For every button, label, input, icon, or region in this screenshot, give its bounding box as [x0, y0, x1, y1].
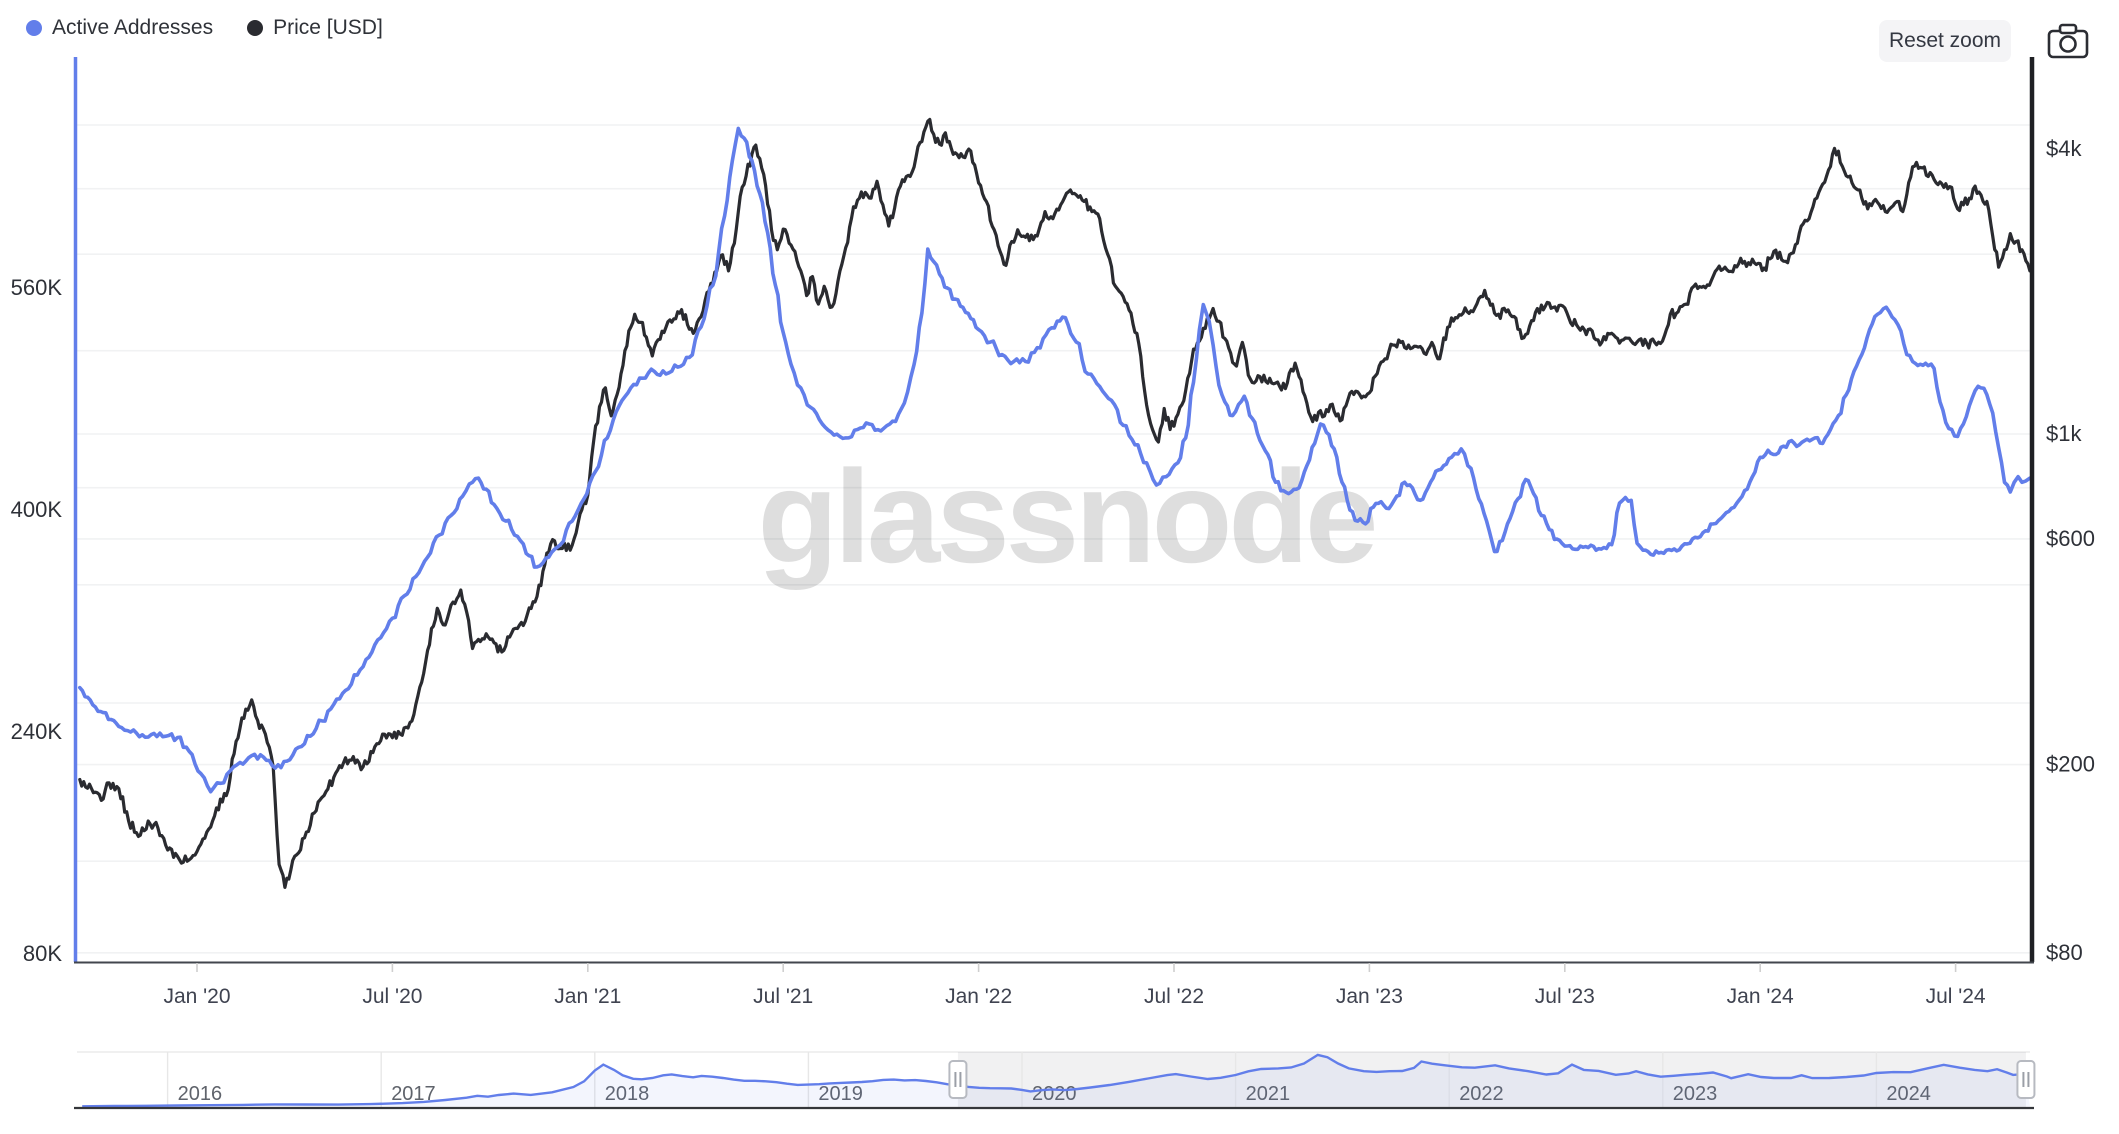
navigator-year-label: 2022: [1459, 1083, 1504, 1105]
x-axis-label: Jan '22: [945, 985, 1012, 1008]
x-axis-label: Jan '23: [1336, 985, 1403, 1008]
left-axis-label: 400K: [11, 497, 63, 522]
navigator-year-label: 2017: [391, 1083, 436, 1105]
navigator-year-label: 2020: [1032, 1083, 1077, 1105]
x-axis-label: Jan '24: [1727, 985, 1794, 1008]
glassnode-watermark: glassnode: [758, 443, 1375, 590]
navigator-line: [82, 1053, 2024, 1108]
x-axis-label: Jan '20: [163, 985, 230, 1008]
navigator-year-label: 2019: [818, 1083, 863, 1105]
x-axis-label: Jul '20: [362, 985, 422, 1008]
price-marker-icon: [247, 20, 264, 36]
right-axis-label: $1k: [2046, 421, 2082, 446]
left-axis-label: 80K: [23, 941, 62, 966]
navigator-right-handle[interactable]: [2016, 1060, 2036, 1099]
legend-label-price: Price [USD]: [273, 16, 383, 39]
navigator-year-label: 2018: [605, 1083, 650, 1105]
left-axis-label: 240K: [11, 719, 63, 744]
legend-item-price[interactable]: Price [USD]: [247, 16, 383, 40]
active-addresses-marker-icon: [26, 20, 42, 36]
navigator-year-label: 2021: [1246, 1083, 1291, 1105]
x-axis-label: Jul '22: [1144, 985, 1204, 1008]
right-axis-label: $4k: [2046, 136, 2082, 161]
plot-area[interactable]: [77, 57, 2030, 962]
left-axis-label: 560K: [11, 275, 63, 300]
x-axis-label: Jul '23: [1535, 985, 1595, 1008]
navigator-area: [82, 1054, 2031, 1107]
legend-item-active-addresses[interactable]: Active Addresses: [26, 16, 213, 40]
legend-label-active-addresses: Active Addresses: [52, 16, 214, 39]
active-addresses-line: [78, 126, 2030, 794]
navigator-year-label: 2016: [178, 1083, 223, 1105]
navigator-year-label: 2023: [1673, 1083, 1718, 1105]
x-axis-label: Jul '24: [1926, 985, 1986, 1008]
gridlines: [77, 124, 2030, 954]
right-axis-label: $600: [2046, 526, 2095, 551]
camera-icon: [2047, 23, 2089, 59]
navigator-left-handle[interactable]: [948, 1060, 968, 1099]
x-axis-label: Jul '21: [753, 985, 813, 1008]
camera-button[interactable]: [2042, 22, 2094, 62]
right-axis-label: $80: [2046, 940, 2083, 965]
right-axis-label: $200: [2046, 752, 2095, 777]
navigator-year-label: 2024: [1886, 1083, 1931, 1105]
price-line: [78, 117, 2030, 889]
reset-zoom-button[interactable]: Reset zoom: [1879, 20, 2011, 62]
legend: Active Addresses Price [USD]: [26, 16, 383, 40]
x-axis-label: Jan '21: [554, 985, 621, 1008]
